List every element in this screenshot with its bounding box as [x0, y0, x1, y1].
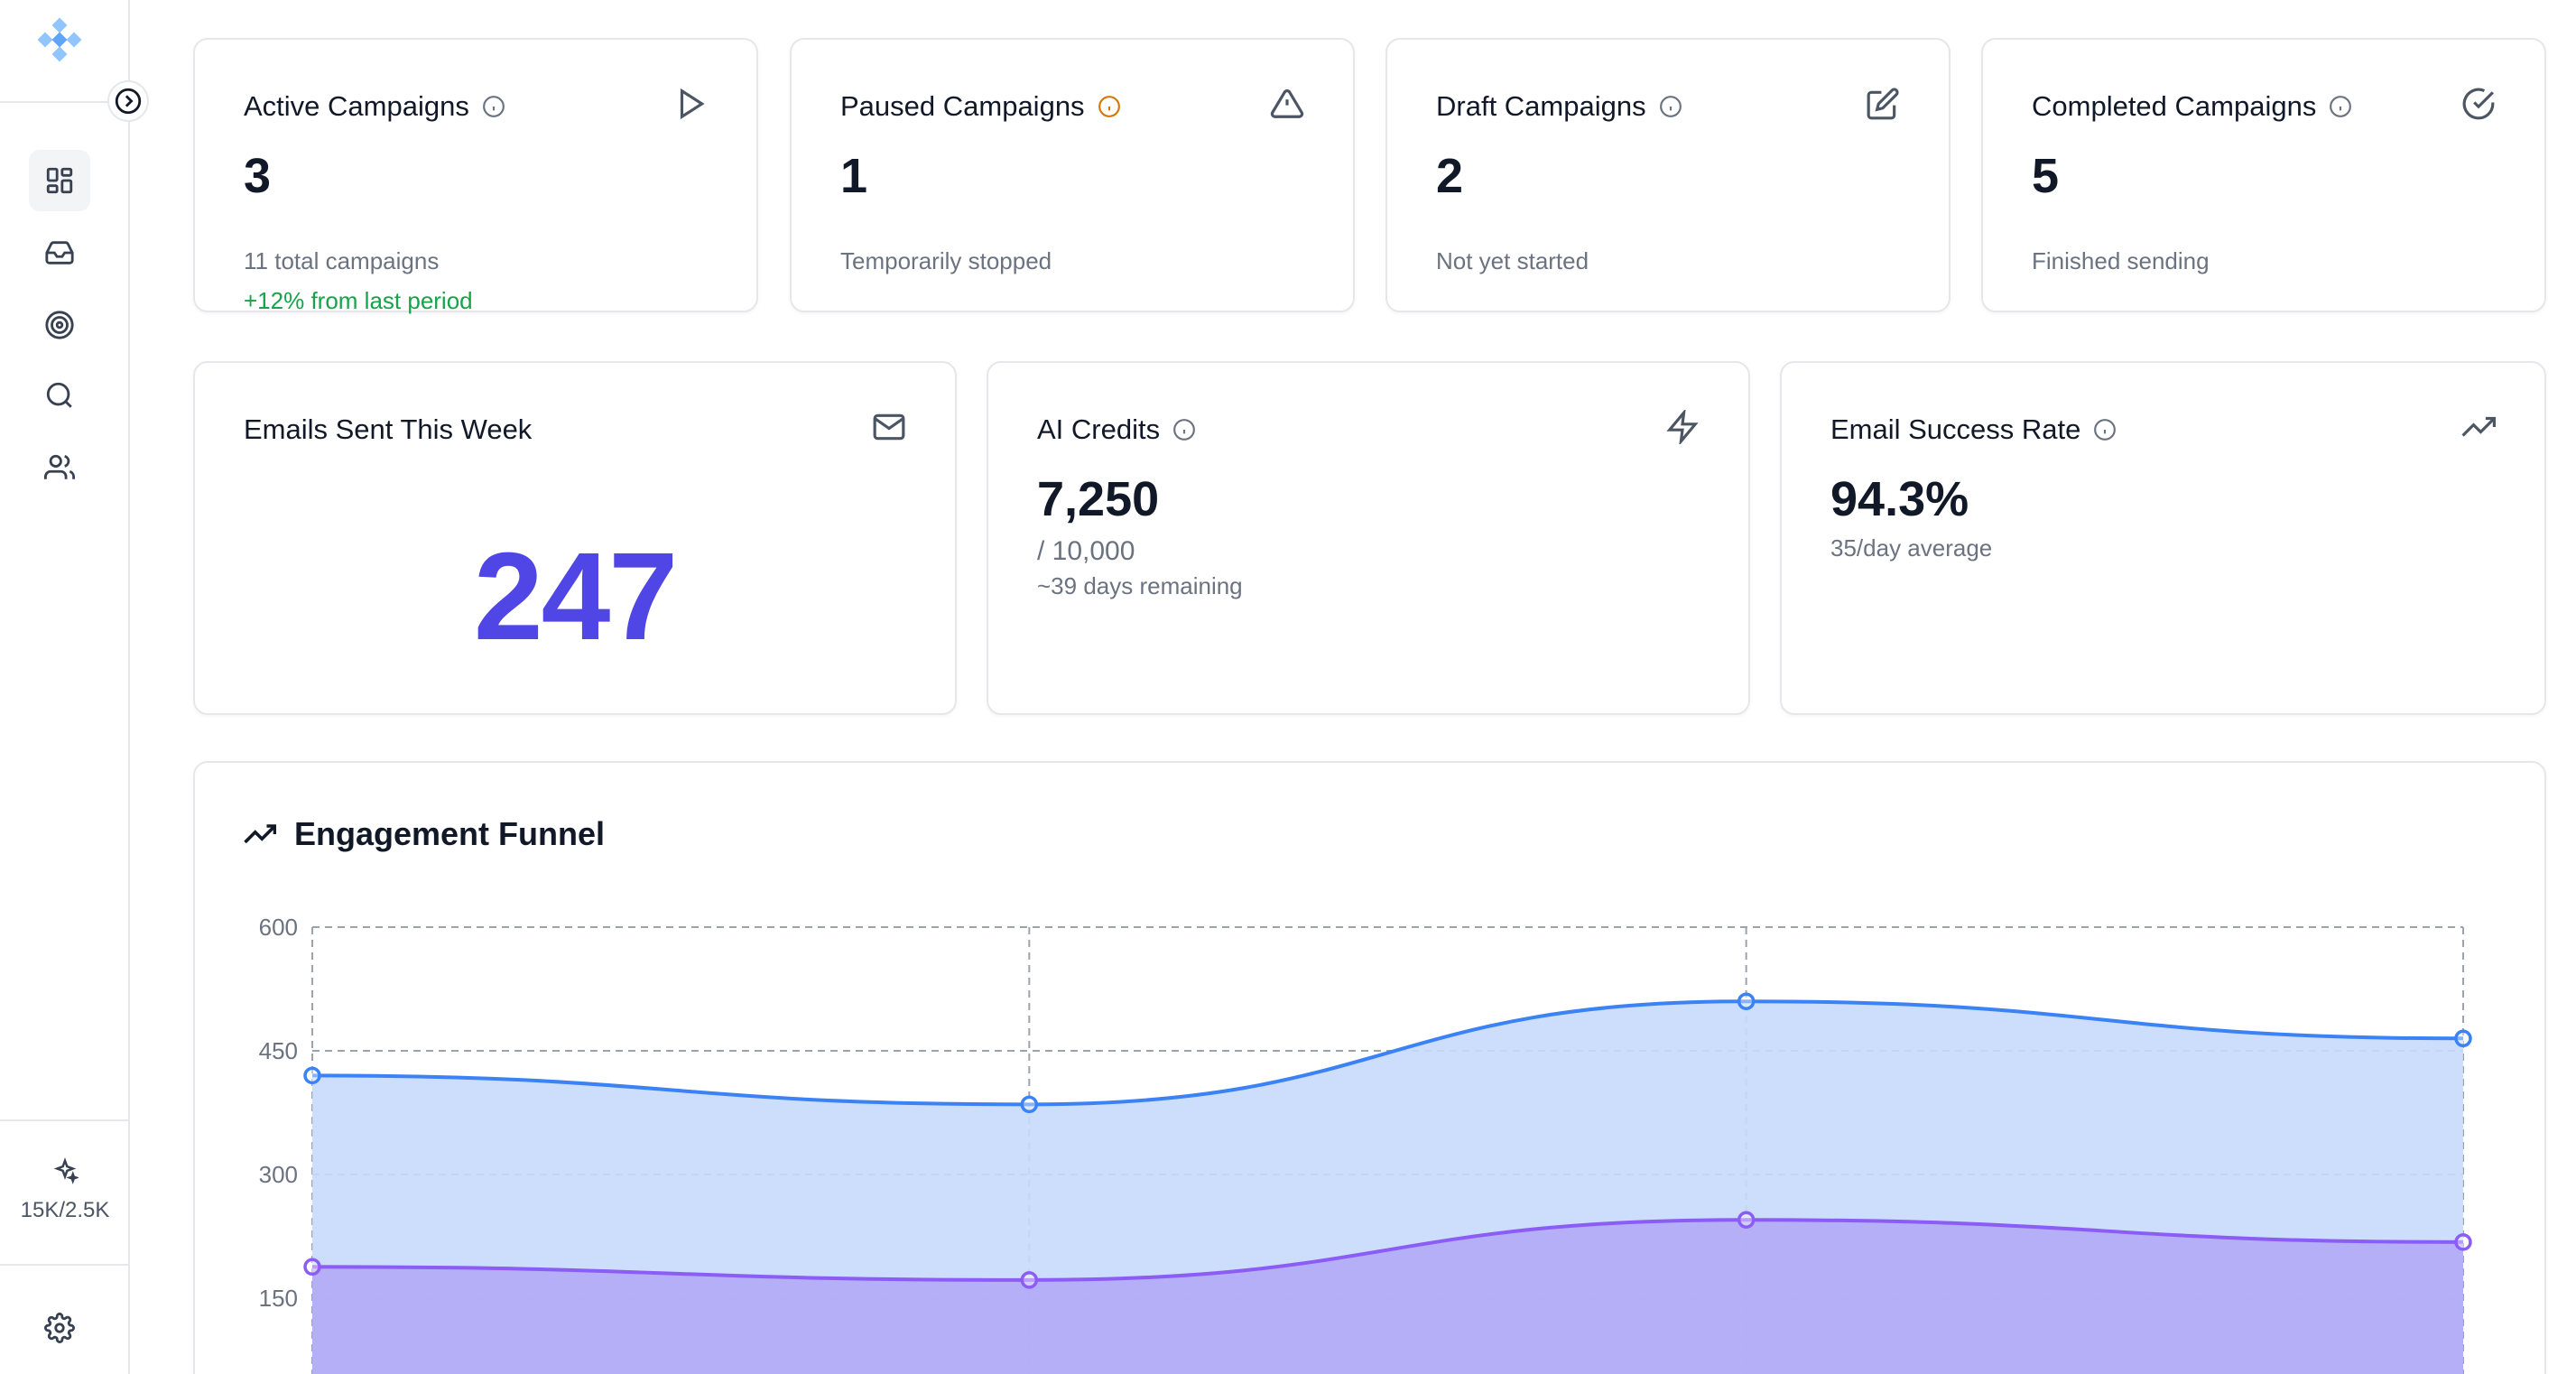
card-title-text: Draft Campaigns — [1436, 90, 1646, 122]
sparkles-icon — [53, 1157, 80, 1184]
info-icon[interactable] — [2093, 418, 2117, 441]
draft-sub-text: Not yet started — [1436, 247, 1589, 274]
info-icon[interactable] — [482, 95, 505, 118]
paused-campaigns-card[interactable]: Paused Campaigns 1 Temporarily stopped — [790, 38, 1355, 312]
users-icon — [44, 454, 75, 479]
active-campaigns-card[interactable]: Active Campaigns 3 11 total campaigns +1… — [193, 38, 758, 314]
search-icon — [46, 382, 72, 408]
data-point — [303, 1066, 321, 1085]
trending-up-icon — [2461, 416, 2496, 437]
play-icon — [680, 88, 705, 120]
nav-search[interactable] — [29, 365, 90, 426]
info-icon[interactable] — [1098, 95, 1121, 118]
funnel-title: Engagement Funnel — [244, 815, 605, 853]
card-title: AI Credits — [1037, 413, 1196, 446]
info-icon[interactable] — [1659, 95, 1682, 118]
trending-up-icon — [244, 824, 276, 844]
chevron-right-icon — [115, 88, 142, 115]
completed-sub-text: Finished sending — [2032, 247, 2210, 274]
target-icon — [45, 311, 74, 339]
ai-credits-remaining: ~39 days remaining — [1037, 572, 1243, 599]
nav-users[interactable] — [29, 437, 90, 498]
series-line — [311, 999, 2464, 1107]
card-title-text: Paused Campaigns — [840, 90, 1085, 122]
sidebar: 15K/2.5K — [0, 0, 130, 1374]
sidebar-divider — [0, 1264, 130, 1266]
y-tick-label: 300 — [259, 1161, 298, 1188]
data-point — [2454, 1233, 2472, 1251]
card-title: Active Campaigns — [244, 90, 505, 123]
edit-icon — [1867, 88, 1899, 120]
inbox-icon — [45, 241, 74, 265]
info-icon[interactable] — [2329, 95, 2352, 118]
success-rate-card[interactable]: Email Success Rate 94.3% 35/day average — [1780, 361, 2546, 715]
active-campaigns-value: 3 — [244, 149, 272, 203]
card-title: Completed Campaigns — [2032, 90, 2352, 123]
success-rate-value: 94.3% — [1830, 472, 1969, 526]
ai-credits-total: / 10,000 — [1037, 536, 1135, 566]
card-title: Emails Sent This Week — [244, 413, 532, 446]
data-point — [303, 1258, 321, 1277]
check-circle-icon — [2462, 88, 2495, 120]
y-tick-label: 450 — [259, 1037, 298, 1064]
data-point — [1737, 992, 1756, 1010]
card-title: Draft Campaigns — [1436, 90, 1682, 123]
sidebar-divider — [0, 1119, 130, 1121]
data-point — [1020, 1095, 1039, 1114]
emails-sent-card[interactable]: Emails Sent This Week 247 — [193, 361, 957, 715]
draft-campaigns-card[interactable]: Draft Campaigns 2 Not yet started — [1385, 38, 1951, 312]
total-campaigns-text: 11 total campaigns — [244, 247, 440, 274]
lightning-icon — [1666, 410, 1699, 444]
sidebar-divider — [0, 101, 130, 103]
collapse-sidebar-button[interactable] — [107, 80, 149, 122]
alert-triangle-icon — [1270, 89, 1304, 118]
credits-indicator[interactable]: 15K/2.5K — [0, 1157, 130, 1223]
data-point — [1737, 1211, 1756, 1229]
card-title-text: Email Success Rate — [1830, 413, 2081, 445]
paused-campaigns-value: 1 — [840, 149, 868, 203]
y-tick-label: 150 — [259, 1285, 298, 1312]
y-tick-label: 600 — [259, 914, 298, 941]
data-point — [1020, 1271, 1039, 1289]
trend-text: +12% from last period — [244, 287, 473, 314]
card-title: Email Success Rate — [1830, 413, 2117, 446]
nav-settings[interactable] — [29, 1297, 90, 1359]
card-title: Paused Campaigns — [840, 90, 1121, 123]
card-title-text: Active Campaigns — [244, 90, 469, 122]
card-title-text: Completed Campaigns — [2032, 90, 2317, 122]
info-icon[interactable] — [1172, 418, 1196, 441]
engagement-funnel-card: Engagement Funnel 150 300 450 600 — [193, 761, 2546, 1374]
draft-campaigns-value: 2 — [1436, 149, 1464, 203]
ai-credits-value: 7,250 — [1037, 472, 1160, 526]
completed-campaigns-card[interactable]: Completed Campaigns 5 Finished sending — [1981, 38, 2546, 312]
nav-inbox[interactable] — [29, 222, 90, 283]
card-title-text: Emails Sent This Week — [244, 413, 533, 445]
credits-label: 15K/2.5K — [20, 1198, 110, 1222]
mail-icon — [873, 413, 905, 441]
nav-targets[interactable] — [29, 294, 90, 356]
data-point — [2454, 1029, 2472, 1048]
dashboard-icon — [46, 167, 73, 194]
engagement-funnel-chart: 150 300 450 600 — [259, 914, 2472, 1374]
gear-icon — [44, 1313, 75, 1343]
card-title-text: AI Credits — [1037, 413, 1161, 445]
success-rate-sub: 35/day average — [1830, 534, 1993, 562]
series-area — [312, 1220, 2463, 1374]
logo-icon — [37, 17, 82, 62]
completed-campaigns-value: 5 — [2032, 149, 2060, 203]
paused-sub-text: Temporarily stopped — [840, 247, 1052, 274]
series-line — [311, 1218, 2464, 1282]
ai-credits-card[interactable]: AI Credits 7,250 / 10,000 ~39 days remai… — [987, 361, 1750, 715]
nav-dashboard[interactable] — [29, 150, 90, 211]
funnel-title-text: Engagement Funnel — [294, 815, 606, 852]
emails-sent-value: 247 — [473, 527, 678, 666]
